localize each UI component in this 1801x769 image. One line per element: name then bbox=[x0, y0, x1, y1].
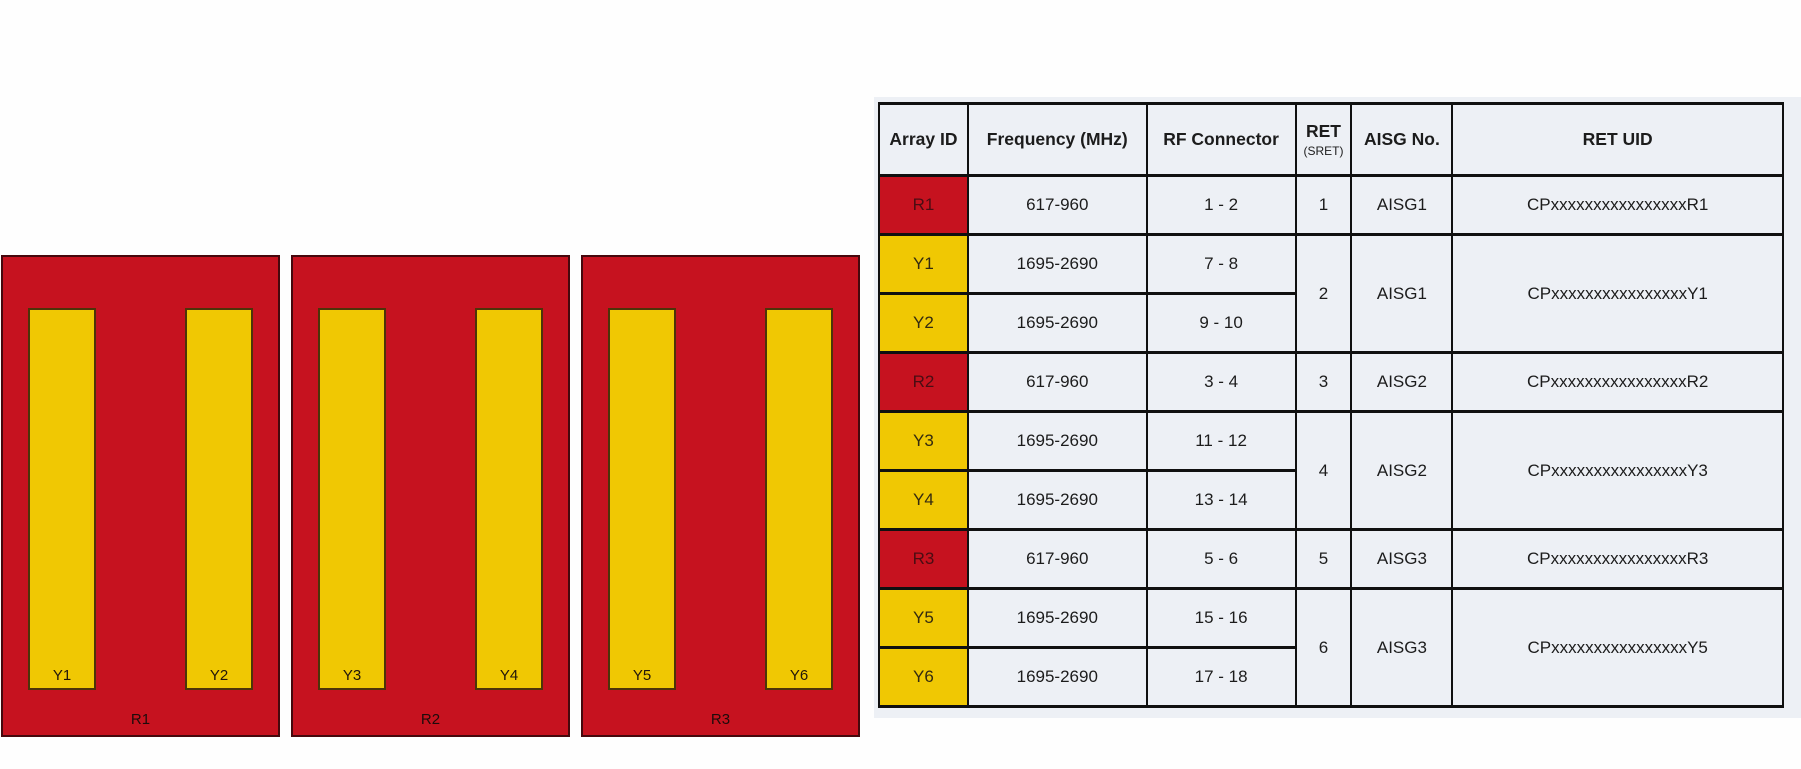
ret-cell: 1 bbox=[1294, 174, 1353, 236]
panel-r1: Y1 Y2 R1 bbox=[1, 255, 280, 737]
array-id-cell: R1 bbox=[878, 174, 969, 236]
ret-uid-cell: CPxxxxxxxxxxxxxxxxR3 bbox=[1451, 528, 1784, 590]
ret-uid-cell: CPxxxxxxxxxxxxxxxxR1 bbox=[1451, 174, 1784, 236]
ret-cell: 4 bbox=[1294, 410, 1353, 531]
table-row-r3: R3 617-960 5 - 6 5 AISG3 CPxxxxxxxxxxxxxxxxR3 bbox=[878, 528, 1784, 590]
ret-uid-cell: CPxxxxxxxxxxxxxxxxR2 bbox=[1451, 351, 1784, 413]
port-mapping-table-card: Array ID Frequency (MHz) RF Connector RE… bbox=[874, 97, 1801, 718]
frequency-cell: 1695-2690 bbox=[966, 292, 1148, 354]
array-bar-y1: Y1 bbox=[28, 308, 96, 690]
rf-connector-cell: 7 - 8 bbox=[1145, 233, 1297, 295]
table-row-y3: Y3 1695-2690 11 - 12 4 AISG2 CPxxxxxxxxxxxxxx… bbox=[878, 410, 1784, 531]
panel-r3: Y5 Y6 R3 bbox=[581, 255, 860, 737]
array-bar-y6: Y6 bbox=[765, 308, 833, 690]
table-row-y6: Y6 1695-2690 17 - 18 bbox=[878, 646, 1783, 708]
array-id-cell: Y4 bbox=[878, 469, 969, 531]
array-bar-y2: Y2 bbox=[185, 308, 253, 690]
array-bar-y5: Y5 bbox=[608, 308, 676, 690]
array-id-cell: Y5 bbox=[878, 587, 969, 649]
array-bar-label: Y5 bbox=[632, 667, 652, 684]
ret-header-main: RET bbox=[1305, 121, 1341, 141]
rf-connector-cell: 15 - 16 bbox=[1145, 587, 1297, 649]
frequency-cell: 1695-2690 bbox=[966, 410, 1148, 472]
col-header-array-id: Array ID bbox=[878, 102, 969, 177]
col-header-frequency: Frequency (MHz) bbox=[966, 102, 1148, 177]
frequency-cell: 617-960 bbox=[966, 528, 1148, 590]
ret-cell: 2 bbox=[1294, 233, 1353, 354]
aisg-cell: AISG1 bbox=[1350, 233, 1454, 354]
ret-header-sub: (SRET) bbox=[1303, 144, 1344, 158]
array-bar-label: Y1 bbox=[52, 667, 72, 684]
port-mapping-table: Array ID Frequency (MHz) RF Connector RE… bbox=[878, 102, 1784, 708]
ret-uid-cell: CPxxxxxxxxxxxxxxxxY1 bbox=[1451, 233, 1784, 354]
col-header-aisg-no: AISG No. bbox=[1350, 102, 1454, 177]
array-bar-label: Y2 bbox=[209, 667, 229, 684]
ret-uid-cell: CPxxxxxxxxxxxxxxxxY3 bbox=[1451, 410, 1784, 531]
array-bar-y3: Y3 bbox=[318, 308, 386, 690]
rf-connector-cell: 11 - 12 bbox=[1145, 410, 1297, 472]
array-bar-label: Y3 bbox=[342, 667, 362, 684]
aisg-cell: AISG2 bbox=[1350, 351, 1454, 413]
array-bar-y4: Y4 bbox=[475, 308, 543, 690]
array-id-cell: Y2 bbox=[878, 292, 969, 354]
array-id-cell: Y6 bbox=[878, 646, 969, 708]
table-row-y2: Y2 1695-2690 9 - 10 bbox=[878, 292, 1783, 354]
frequency-cell: 1695-2690 bbox=[966, 587, 1148, 649]
rf-connector-cell: 3 - 4 bbox=[1145, 351, 1297, 413]
panel-label: R3 bbox=[710, 711, 731, 728]
table-row-y4: Y4 1695-2690 13 - 14 bbox=[878, 469, 1783, 531]
frequency-cell: 1695-2690 bbox=[966, 469, 1148, 531]
frequency-cell: 1695-2690 bbox=[966, 646, 1148, 708]
frequency-cell: 617-960 bbox=[966, 174, 1148, 236]
array-bar-label: Y4 bbox=[499, 667, 519, 684]
ret-cell: 5 bbox=[1294, 528, 1353, 590]
frequency-cell: 617-960 bbox=[966, 351, 1148, 413]
table-row-r2: R2 617-960 3 - 4 3 AISG2 CPxxxxxxxxxxxxxxxxR2 bbox=[878, 351, 1784, 413]
array-id-cell: R2 bbox=[878, 351, 969, 413]
ret-cell: 6 bbox=[1294, 587, 1353, 708]
aisg-cell: AISG3 bbox=[1350, 528, 1454, 590]
panel-r2: Y3 Y4 R2 bbox=[291, 255, 570, 737]
rf-connector-cell: 9 - 10 bbox=[1145, 292, 1297, 354]
ret-cell: 3 bbox=[1294, 351, 1353, 413]
array-bar-label: Y6 bbox=[789, 667, 809, 684]
table-row-y5: Y5 1695-2690 15 - 16 6 AISG3 CPxxxxxxxxxxxxxx… bbox=[878, 587, 1784, 708]
aisg-cell: AISG1 bbox=[1350, 174, 1454, 236]
rf-connector-cell: 17 - 18 bbox=[1145, 646, 1297, 708]
rf-connector-cell: 13 - 14 bbox=[1145, 469, 1297, 531]
col-header-ret-uid: RET UID bbox=[1451, 102, 1784, 177]
table-header-row: Array ID Frequency (MHz) RF Connector RE… bbox=[878, 102, 1784, 177]
port-table-body: R1 617-960 1 - 2 1 AISG1 CPxxxxxxxxxxxxxxxxR1… bbox=[878, 174, 1784, 708]
table-row-y1: Y1 1695-2690 7 - 8 2 AISG1 CPxxxxxxxxxxxxxxxx… bbox=[878, 233, 1784, 354]
rf-connector-cell: 5 - 6 bbox=[1145, 528, 1297, 590]
array-id-cell: Y3 bbox=[878, 410, 969, 472]
ret-uid-cell: CPxxxxxxxxxxxxxxxxY5 bbox=[1451, 587, 1784, 708]
rf-connector-cell: 1 - 2 bbox=[1145, 174, 1297, 236]
antenna-face-diagram: Y1 Y2 R1 Y3 Y4 R2 Y5 Y6 R3 bbox=[1, 255, 860, 737]
aisg-cell: AISG3 bbox=[1350, 587, 1454, 708]
array-id-cell: Y1 bbox=[878, 233, 969, 295]
col-header-rf-connector: RF Connector bbox=[1145, 102, 1297, 177]
frequency-cell: 1695-2690 bbox=[966, 233, 1148, 295]
col-header-ret: RET (SRET) bbox=[1294, 102, 1353, 177]
panel-label: R1 bbox=[130, 711, 151, 728]
array-id-cell: R3 bbox=[878, 528, 969, 590]
aisg-cell: AISG2 bbox=[1350, 410, 1454, 531]
table-row-r1: R1 617-960 1 - 2 1 AISG1 CPxxxxxxxxxxxxxxxxR1 bbox=[878, 174, 1784, 236]
panel-label: R2 bbox=[420, 711, 441, 728]
